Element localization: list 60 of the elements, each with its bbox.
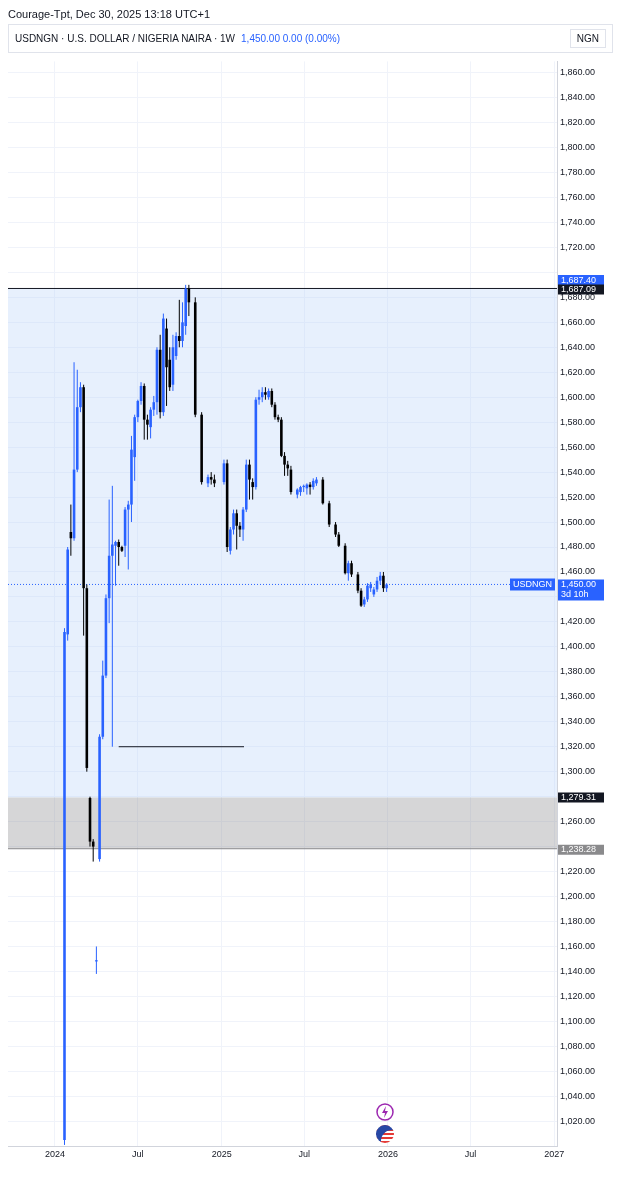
x-tick-label: 2025	[211, 1149, 232, 1160]
y-tick-label: 1,120.00	[560, 990, 596, 1001]
chart-title: USDNGN · U.S. DOLLAR / NIGERIA NAIRA · 1W	[15, 33, 236, 44]
band-label: 1,687.40	[561, 274, 597, 285]
candlestick	[95, 945, 98, 975]
y-tick-label: 1,540.00	[560, 466, 596, 477]
candlestick	[235, 509, 239, 550]
y-tick-label: 1,260.00	[560, 816, 596, 827]
y-tick-label: 1,600.00	[560, 391, 596, 402]
y-tick-label: 1,720.00	[560, 241, 596, 252]
y-tick-label: 1,580.00	[560, 416, 596, 427]
y-tick-label: 1,500.00	[560, 516, 596, 527]
y-tick-label: 1,640.00	[560, 341, 596, 352]
y-tick-label: 1,340.00	[560, 716, 596, 727]
y-tick-label: 1,800.00	[560, 142, 596, 153]
text: Courage-Tpt, Dec 30, 2025 13:18 UTC+1	[8, 8, 212, 20]
y-tick-label: 1,420.00	[560, 616, 596, 627]
y-tick-label: 1,860.00	[560, 67, 596, 78]
y-tick-label: 1,660.00	[560, 316, 596, 327]
y-tick-label: 1,020.00	[560, 1115, 596, 1126]
band-label: 1,279.31	[561, 792, 597, 803]
ref-line-label: USDNGN	[513, 578, 553, 589]
y-tick-label: 1,520.00	[560, 491, 596, 502]
y-tick-label: 1,160.00	[560, 940, 596, 951]
y-tick-label: 1,820.00	[560, 117, 596, 128]
y-tick-label: 1,040.00	[560, 1090, 596, 1101]
y-tick-label: 1,300.00	[560, 766, 596, 777]
x-tick-label: 2027	[544, 1149, 565, 1160]
y-tick-label: 1,180.00	[560, 915, 596, 926]
y-axis-title: NGN	[569, 29, 606, 48]
x-tick-label: Jul	[298, 1149, 310, 1160]
candlestick	[382, 571, 385, 593]
y-tick-label: 1,220.00	[560, 866, 596, 877]
y-tick-label: 1,360.00	[560, 691, 596, 702]
candlestick	[248, 459, 251, 501]
x-tick-label: Jul	[464, 1149, 477, 1160]
y-tick-label: 1,400.00	[560, 641, 596, 652]
y-tick-label: 1,740.00	[560, 216, 596, 227]
y-tick-label: 1,320.00	[560, 741, 596, 752]
x-tick-label: 2024	[44, 1149, 65, 1160]
y-tick-label: 1,080.00	[560, 1040, 596, 1051]
ref-line-label: 1,687.09	[561, 283, 597, 294]
y-tick-label: 1,760.00	[560, 191, 596, 202]
y-tick-label: 1,620.00	[560, 366, 596, 377]
y-tick-label: 1,780.00	[560, 166, 596, 177]
y-tick-label: 1,060.00	[560, 1065, 596, 1076]
ref-line-label: 1,238.28	[561, 844, 597, 855]
y-tick-label: 1,200.00	[560, 891, 596, 902]
y-tick-label: 1,560.00	[560, 441, 596, 452]
x-tick-label: Jul	[132, 1149, 144, 1160]
y-tick-label: 1,480.00	[560, 541, 596, 552]
chart-subtitle: 1,450.00 0.00 (0.00%)	[241, 33, 341, 44]
text: 3d 10h	[561, 588, 589, 599]
y-tick-label: 1,840.00	[560, 92, 596, 103]
y-tick-label: 1,380.00	[560, 666, 596, 677]
y-tick-label: 1,460.00	[560, 566, 596, 577]
text: 1,450.00	[561, 578, 597, 589]
x-tick-label: 2026	[377, 1149, 398, 1160]
y-tick-label: 1,140.00	[560, 965, 596, 976]
y-tick-label: 1,100.00	[560, 1015, 596, 1026]
